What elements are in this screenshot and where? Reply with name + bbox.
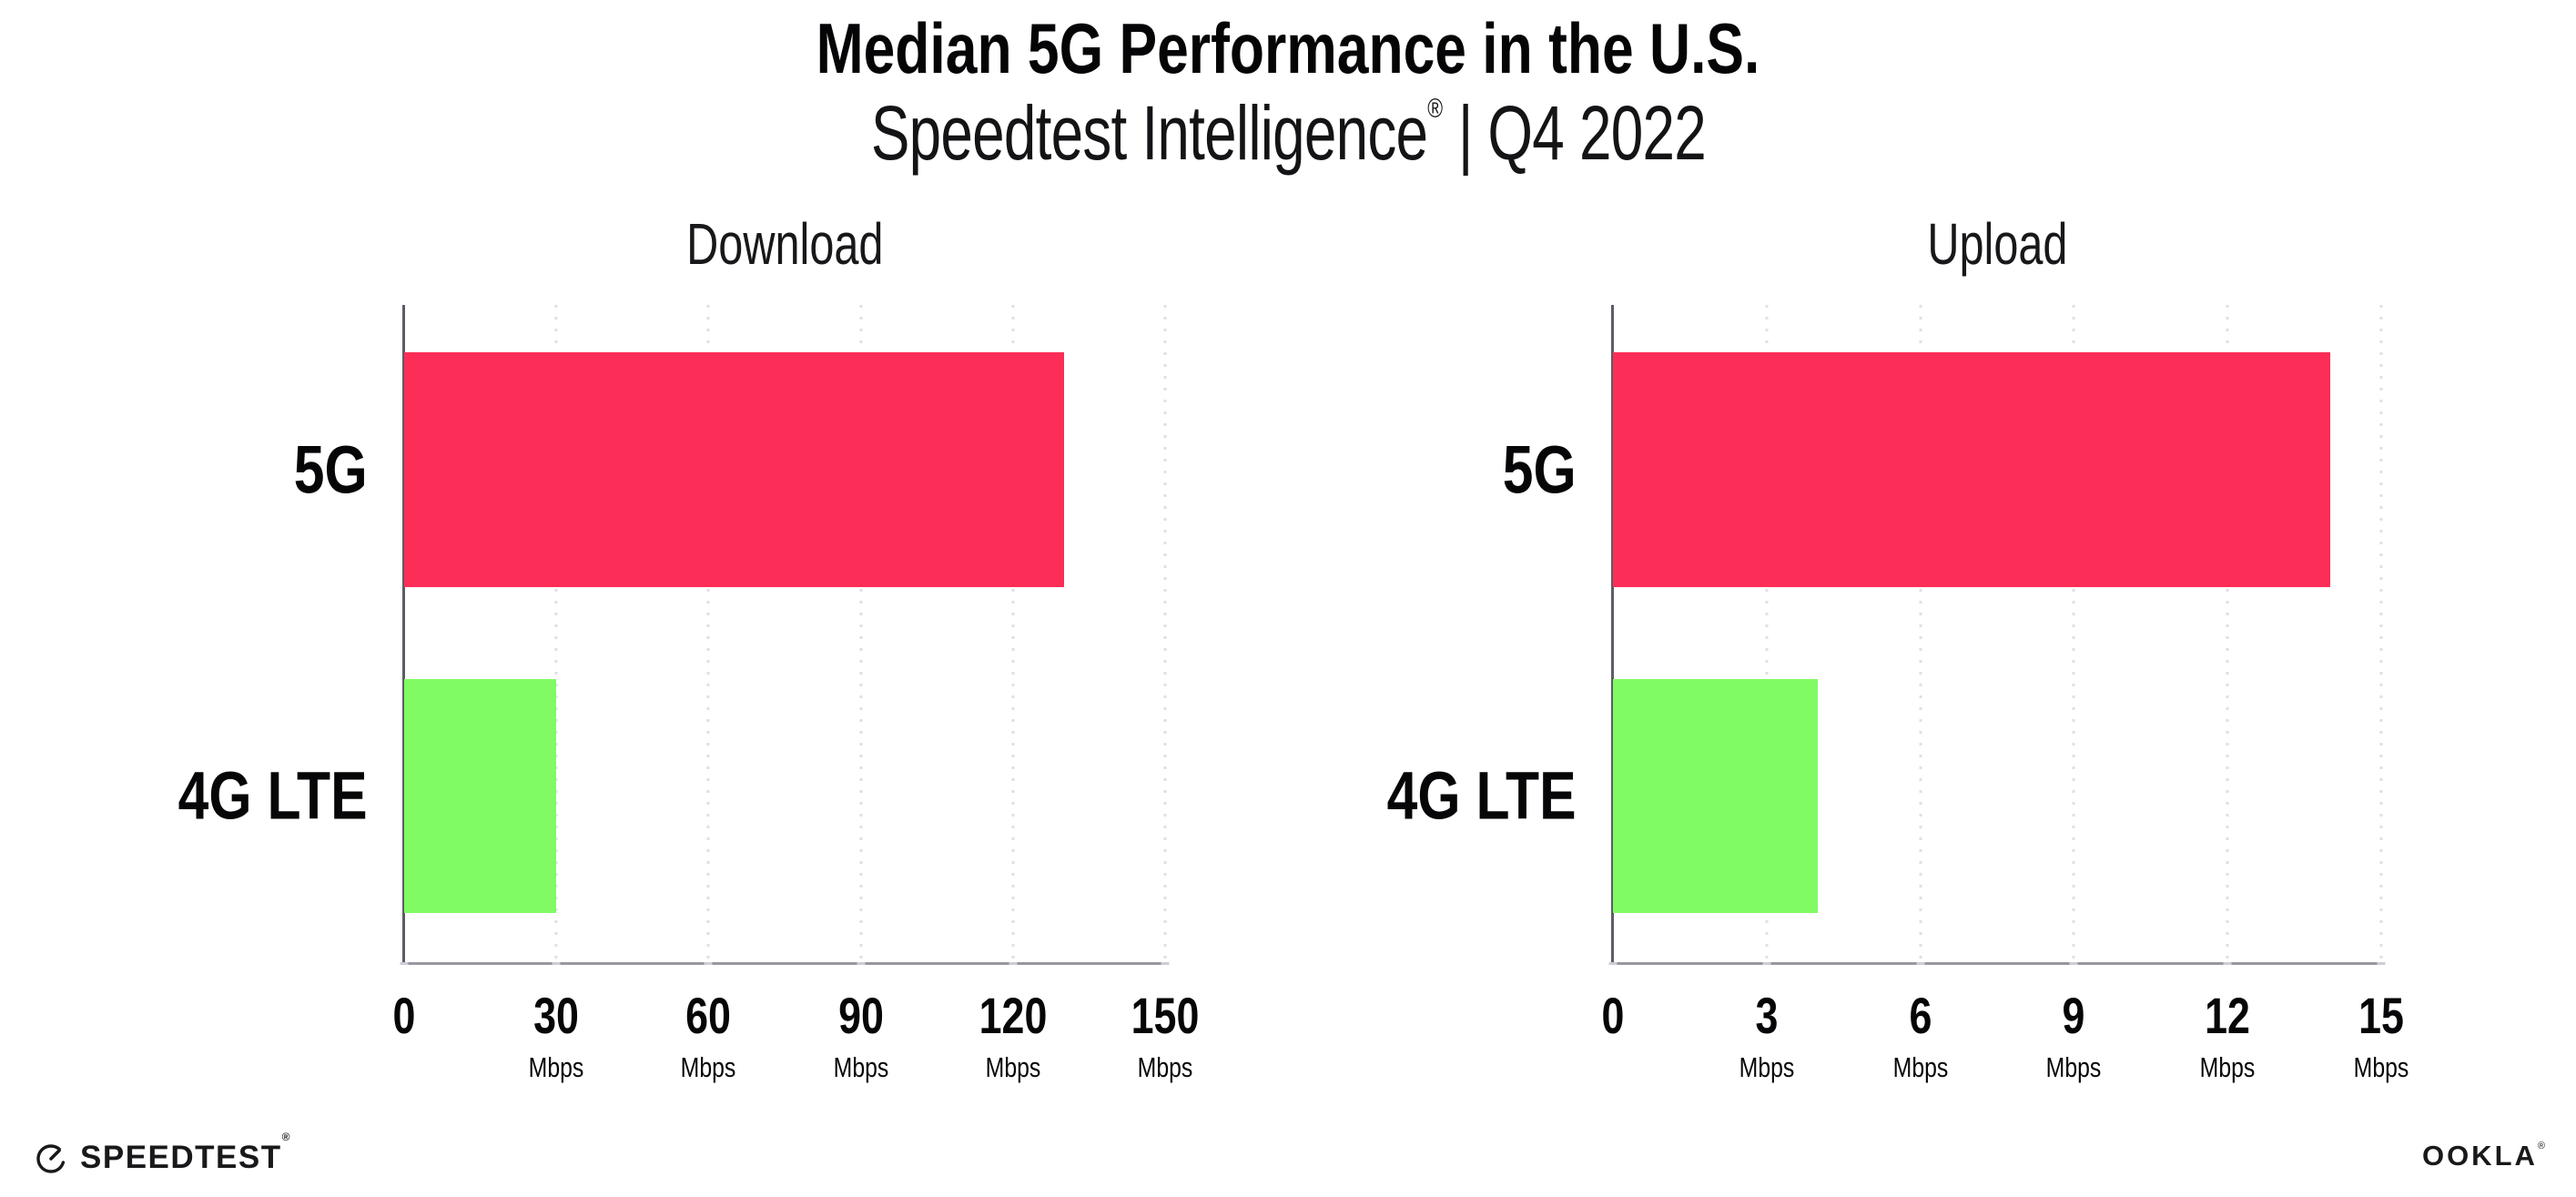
ookla-logo: OOKLA® <box>2422 1141 2545 1170</box>
axis-tick-mark-60-download <box>704 962 713 965</box>
ookla-trademark-symbol: ® <box>2537 1140 2545 1151</box>
speedtest-logo: SPEEDTEST® <box>33 1130 291 1176</box>
x-tick-unit-label: Mbps <box>1892 1051 1948 1083</box>
x-tick-label-0-download: 0 <box>393 990 416 1041</box>
page-title: Median 5G Performance in the U.S. <box>0 7 2576 90</box>
axis-tick-mark-9-upload <box>2069 962 2078 965</box>
page-subtitle-text: Speedtest Intelligence® | Q4 2022 <box>870 89 1706 178</box>
axis-tick-mark-120-download <box>1009 962 1018 965</box>
gridline-3-upload <box>1765 305 1769 963</box>
x-tick-label-15-upload: 15 Mbps <box>2353 987 2409 1083</box>
x-tick-value: 15 <box>2358 987 2404 1044</box>
x-tick-unit-label: Mbps <box>2199 1051 2256 1083</box>
x-tick-label-6-upload: 6 Mbps <box>1892 987 1948 1083</box>
x-tick-unit-label: Mbps <box>833 1051 888 1083</box>
gridline-12-upload <box>2226 305 2229 963</box>
x-tick-label-90-download: 90 Mbps <box>833 987 888 1083</box>
download-chart-title: Download <box>404 210 1165 278</box>
gridline-120-download <box>1011 305 1015 963</box>
x-tick-value: 90 <box>837 987 884 1044</box>
x-tick-label-0-upload: 0 <box>1602 990 1625 1041</box>
speedtest-wordmark: SPEEDTEST® <box>80 1130 291 1175</box>
axis-tick-mark-3-upload <box>1762 962 1771 965</box>
y-label-5g-upload: 5G <box>1503 431 1577 508</box>
gridline-150-download <box>1163 305 1167 963</box>
upload-y-axis-line <box>1611 305 1614 965</box>
x-tick-value: 60 <box>685 987 732 1044</box>
gridline-90-download <box>859 305 863 963</box>
speedtest-trademark-symbol: ® <box>281 1130 291 1143</box>
x-tick-unit-label: Mbps <box>2353 1051 2409 1083</box>
x-tick-value: 30 <box>533 987 580 1044</box>
axis-tick-mark-90-download <box>857 962 866 965</box>
x-tick-value: 9 <box>2062 987 2085 1044</box>
page-subtitle: Speedtest Intelligence® | Q4 2022 <box>0 89 2576 178</box>
x-tick-unit-label: Mbps <box>985 1051 1041 1083</box>
x-tick-unit-label: Mbps <box>528 1051 584 1083</box>
gridline-60-download <box>706 305 710 963</box>
subtitle-divider: | <box>1457 90 1473 176</box>
y-label-4g-lte-download: 4G LTE <box>178 757 368 834</box>
axis-tick-mark-12-upload <box>2223 962 2232 965</box>
x-tick-value: 3 <box>1755 987 1779 1044</box>
x-tick-unit-label: Mbps <box>1739 1051 1795 1083</box>
x-tick-label-150-download: 150 Mbps <box>1131 987 1200 1083</box>
bar-5g-upload <box>1613 351 2330 587</box>
registered-trademark-symbol: ® <box>1426 94 1443 124</box>
download-x-axis-line <box>402 962 1165 965</box>
gridline-15-upload <box>2379 305 2383 963</box>
axis-tick-mark-150-download <box>1161 962 1170 965</box>
axis-tick-mark-0-download <box>400 962 409 965</box>
x-tick-value: 6 <box>1909 987 1932 1044</box>
bar-5g-download <box>404 351 1064 587</box>
x-tick-unit-label: Mbps <box>1137 1051 1193 1083</box>
axis-tick-mark-30-download <box>552 962 561 965</box>
upload-chart-title-text: Upload <box>1926 211 2068 277</box>
axis-tick-mark-15-upload <box>2377 962 2386 965</box>
axis-tick-mark-0-upload <box>1608 962 1618 965</box>
upload-chart-title: Upload <box>1613 210 2381 278</box>
ookla-wordmark: OOKLA <box>2421 1140 2538 1172</box>
y-label-5g-download: 5G <box>294 431 368 508</box>
x-tick-value: 0 <box>392 987 416 1044</box>
x-tick-value: 0 <box>1601 987 1625 1044</box>
x-tick-unit-label: Mbps <box>2046 1051 2102 1083</box>
axis-tick-mark-6-upload <box>1916 962 1925 965</box>
x-tick-label-60-download: 60 Mbps <box>681 987 736 1083</box>
x-tick-label-3-upload: 3 Mbps <box>1739 987 1795 1083</box>
page-title-text: Median 5G Performance in the U.S. <box>816 8 1760 88</box>
gridline-30-download <box>554 305 558 963</box>
upload-x-axis-line <box>1611 962 2381 965</box>
bar-4g-lte-download <box>404 679 557 914</box>
x-tick-unit-label: Mbps <box>681 1051 736 1083</box>
subtitle-period: Q4 2022 <box>1486 90 1706 176</box>
x-tick-label-30-download: 30 Mbps <box>528 987 584 1083</box>
gridline-6-upload <box>1919 305 1922 963</box>
x-tick-label-9-upload: 9 Mbps <box>2046 987 2102 1083</box>
x-tick-value: 120 <box>979 987 1048 1044</box>
x-tick-label-120-download: 120 Mbps <box>979 987 1048 1083</box>
x-tick-label-12-upload: 12 Mbps <box>2199 987 2256 1083</box>
x-tick-value: 12 <box>2205 987 2251 1044</box>
y-label-4g-lte-upload: 4G LTE <box>1387 757 1577 834</box>
speedtest-gauge-icon <box>36 1144 66 1173</box>
download-y-axis-line <box>402 305 405 965</box>
x-tick-value: 150 <box>1131 987 1200 1044</box>
gridline-9-upload <box>2072 305 2075 963</box>
download-chart: Download 0 30 Mbps 60 Mbps 90 Mbps 120 Mbps 150 Mb… <box>178 211 1199 1081</box>
bar-4g-lte-upload <box>1613 679 1819 914</box>
upload-chart: Upload 0 3 Mbps 6 Mbps 9 Mbps 12 Mbps 15 Mbps 5G 4G … <box>1387 211 2409 1081</box>
subtitle-brand: Speedtest Intelligence <box>870 90 1427 176</box>
download-chart-title-text: Download <box>685 211 884 277</box>
